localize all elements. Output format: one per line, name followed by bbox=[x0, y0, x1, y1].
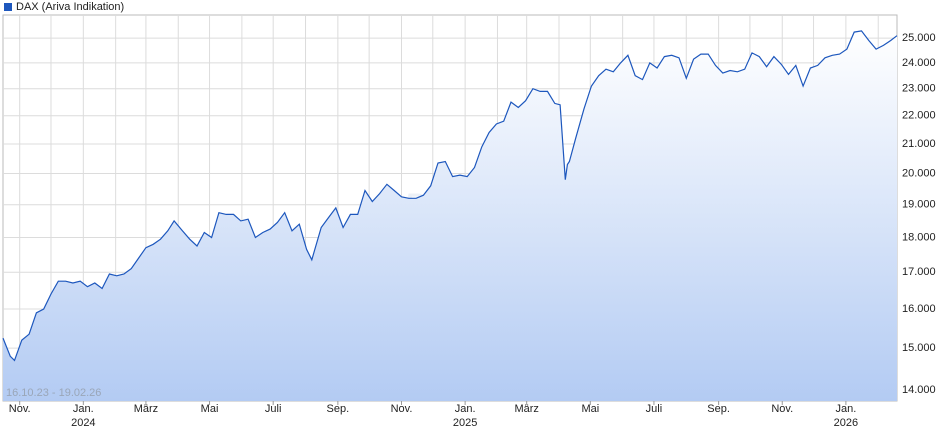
x-tick-label: März bbox=[134, 403, 158, 415]
x-tick-label: Nov. bbox=[391, 403, 413, 415]
legend-swatch bbox=[4, 3, 12, 11]
x-tick-label: Jan. bbox=[455, 403, 476, 415]
x-tick-label: Mai bbox=[201, 403, 219, 415]
y-tick-label: 16.000 bbox=[902, 303, 936, 315]
x-year-label: 2025 bbox=[453, 417, 477, 429]
x-tick-label: Nov. bbox=[9, 403, 31, 415]
y-tick-label: 18.000 bbox=[902, 231, 936, 243]
y-tick-label: 21.000 bbox=[902, 138, 936, 150]
line bbox=[2, 30, 898, 362]
y-tick-label: 15.000 bbox=[902, 342, 936, 354]
annotation: 16.10.23 - 19.02.26 bbox=[6, 387, 101, 399]
x-year-label: 2024 bbox=[71, 417, 95, 429]
y-tick-label: 22.000 bbox=[902, 110, 936, 122]
legend-label: DAX (Ariva Indikation) bbox=[16, 1, 124, 13]
y-tick-label: 14.000 bbox=[902, 384, 936, 396]
y-tick-label: 23.000 bbox=[902, 83, 936, 95]
x-tick-label: Juli bbox=[265, 403, 282, 415]
x-tick-label: Sep. bbox=[707, 403, 730, 415]
y-tick-label: 20.000 bbox=[902, 167, 936, 179]
x-tick-label: Jan. bbox=[835, 403, 856, 415]
x-tick-label: Jan. bbox=[73, 403, 94, 415]
x-tick-label: Mai bbox=[581, 403, 599, 415]
x-tick-label: Juli bbox=[646, 403, 663, 415]
x-tick-label: März bbox=[514, 403, 538, 415]
y-tick-label: 25.000 bbox=[902, 32, 936, 44]
area bbox=[3, 30, 897, 402]
y-tick-label: 17.000 bbox=[902, 266, 936, 278]
x-year-label: 2026 bbox=[834, 417, 858, 429]
y-tick-label: 24.000 bbox=[902, 57, 936, 69]
y-tick-label: 19.000 bbox=[902, 199, 936, 211]
x-tick-label: Nov. bbox=[771, 403, 793, 415]
x-tick-label: Sep. bbox=[327, 403, 350, 415]
